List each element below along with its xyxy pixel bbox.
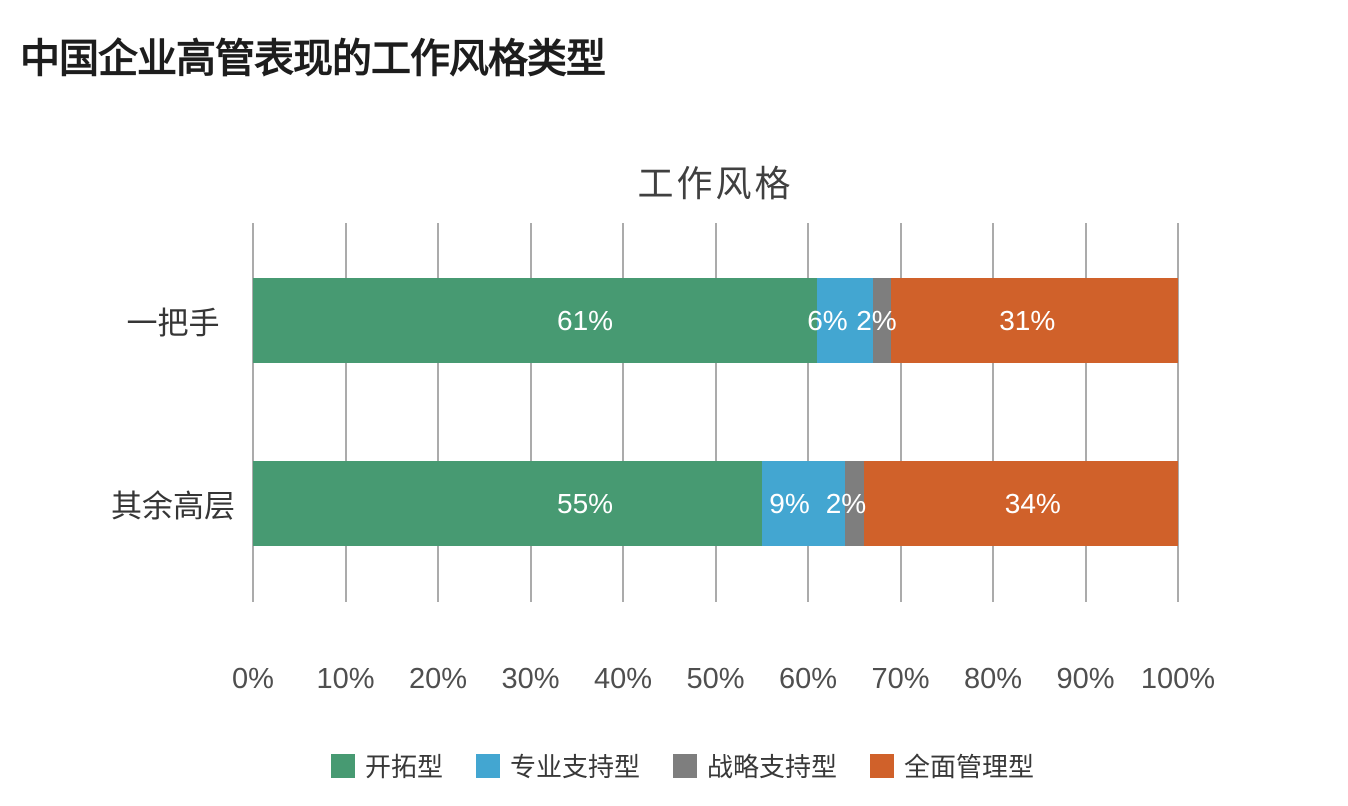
legend-swatch (330, 753, 355, 778)
x-axis-tick-label: 90% (1056, 663, 1115, 695)
bar-data-label: 61% (557, 304, 614, 336)
x-axis-tick-label: 60% (778, 663, 838, 695)
legend-item: 全面管理型 (870, 747, 1034, 784)
legend-label: 战略支持型 (707, 752, 838, 782)
bar-data-label: 2% (856, 304, 897, 336)
gridline (899, 223, 902, 602)
bar-data-label: 9% (769, 487, 810, 519)
bar-data-label: 31% (999, 304, 1056, 336)
gridline (1177, 223, 1179, 602)
x-axis-tick-label: 0% (232, 663, 274, 695)
legend-item: 专业支持型 (475, 747, 640, 784)
x-axis-tick-label: 10% (316, 663, 375, 695)
bar-segment (872, 278, 892, 363)
x-axis-tick-label: 50% (686, 663, 745, 695)
x-axis-tick-label: 70% (871, 663, 930, 695)
gridline (252, 223, 254, 602)
gridline (529, 223, 532, 602)
x-axis-tick-label: 20% (408, 663, 468, 695)
legend-item: 开拓型 (330, 747, 443, 784)
gridline (622, 223, 624, 602)
category-label: 其余高层 (111, 489, 235, 524)
bar-data-label: 55% (557, 487, 614, 519)
chart-title: 工作风格 (637, 163, 794, 204)
legend-swatch (475, 753, 500, 778)
x-axis-tick-label: 40% (593, 663, 653, 695)
gridline (714, 223, 717, 602)
legend-item: 战略支持型 (673, 747, 837, 784)
page-title: 中国企业高管表现的工作风格类型 (20, 37, 606, 81)
bar-segment (253, 461, 762, 546)
bar-segment (761, 461, 845, 546)
x-axis-tick-label: 80% (963, 663, 1023, 695)
legend-swatch (673, 753, 697, 778)
plot-area: 61% 6% 2% 31% 55% 9% 2% 34% (252, 223, 1179, 602)
x-axis-tick-label: 30% (501, 663, 560, 695)
gridline (1084, 223, 1087, 602)
bar-row-1: 61% 6% 2% 31% (253, 278, 1178, 363)
gridline (344, 223, 347, 602)
bar-segment (845, 461, 864, 546)
bar-data-label: 6% (807, 304, 848, 336)
legend-label: 开拓型 (364, 752, 443, 782)
category-label: 一把手 (126, 306, 220, 341)
legend: 开拓型 专业支持型 战略支持型 全面管理型 (20, 747, 1345, 784)
gridline (437, 223, 439, 602)
gridline (807, 223, 809, 602)
bar-segment (253, 278, 818, 363)
gridline (992, 223, 994, 602)
legend-label: 专业支持型 (509, 752, 640, 782)
legend-swatch (870, 753, 895, 778)
bar-segment (817, 278, 873, 363)
x-axis-tick-label: 100% (1140, 663, 1216, 695)
bar-row-2: 55% 9% 2% 34% (253, 461, 1178, 546)
bar-segment (891, 278, 1178, 363)
legend-label: 全面管理型 (904, 752, 1035, 782)
bar-data-label: 34% (1004, 487, 1061, 519)
bar-data-label: 2% (825, 487, 867, 519)
x-axis: 0% 10% 20% 30% 40% 50% 60% 70% 80% 90% 100% (232, 663, 1215, 703)
bar-segment (863, 461, 1178, 546)
